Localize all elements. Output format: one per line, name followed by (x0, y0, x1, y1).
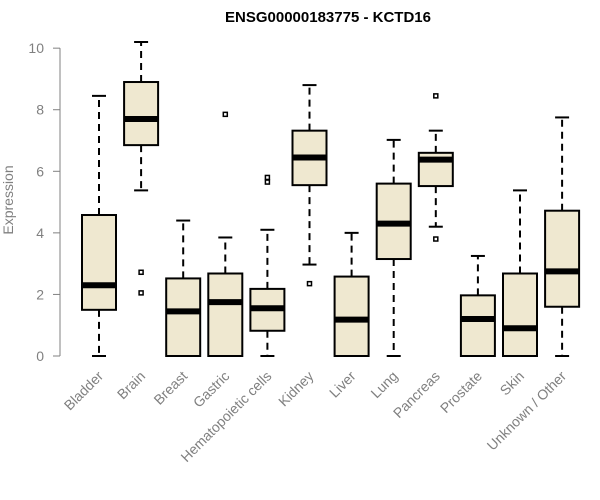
outlier-4-1 (264, 179, 271, 185)
box-body-6 (333, 275, 370, 358)
x-tick-label-2: Breast (150, 368, 190, 408)
box-11 (544, 116, 581, 357)
box-body-11 (544, 209, 581, 308)
box-2 (165, 219, 202, 357)
x-tick-label-6: Liver (326, 368, 359, 401)
x-tick-label-11: Unknown / Other (484, 368, 570, 454)
box-9 (459, 254, 496, 357)
outlier-8-1 (433, 236, 439, 242)
box-body-0 (81, 214, 117, 311)
outlier-1-0 (138, 269, 144, 276)
box-3 (207, 111, 244, 358)
box-7 (375, 138, 412, 357)
outlier-1-1 (138, 290, 144, 296)
y-axis-label: Expression (0, 165, 16, 234)
y-tick-label-1: 2 (36, 286, 44, 302)
box-0 (81, 94, 117, 357)
x-tick-label-0: Bladder (61, 368, 107, 414)
outlier-4-0 (264, 174, 271, 181)
x-tick-label-7: Lung (367, 368, 400, 401)
y-tick-label-4: 8 (36, 102, 44, 118)
box-6 (333, 231, 370, 358)
outlier-3-0 (222, 111, 229, 118)
box-body-10 (502, 272, 538, 358)
box-5 (291, 84, 328, 287)
y-tick-label-2: 4 (36, 225, 44, 241)
box-1 (123, 41, 160, 296)
x-tick-label-1: Brain (114, 368, 148, 402)
chart-title: ENSG00000183775 - KCTD16 (225, 9, 431, 26)
box-body-2 (165, 277, 202, 357)
box-body-9 (459, 294, 496, 357)
x-tick-label-9: Prostate (437, 368, 485, 416)
y-tick-label-3: 6 (36, 163, 44, 179)
box-4 (249, 174, 286, 357)
box-8 (417, 93, 454, 242)
boxes (81, 41, 581, 358)
x-tick-label-10: Skin (497, 368, 528, 399)
x-tick-label-8: Pancreas (390, 368, 443, 421)
outlier-8-0 (433, 93, 439, 99)
y-tick-label-5: 10 (28, 40, 44, 56)
outlier-5-0 (306, 280, 313, 287)
box-body-1 (123, 81, 160, 147)
y-tick-label-0: 0 (36, 348, 44, 364)
y-axis: 0 2 4 6 8 10 (28, 40, 61, 364)
box-10 (502, 189, 538, 358)
x-tick-label-5: Kidney (275, 368, 317, 410)
box-body-3 (207, 272, 244, 358)
